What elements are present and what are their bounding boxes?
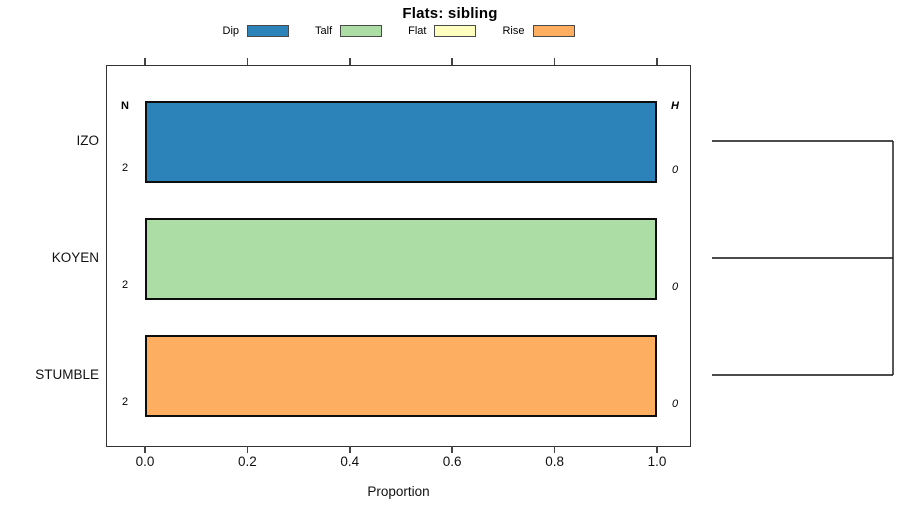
bar-stumble (145, 335, 657, 417)
bar-izo (145, 101, 657, 183)
category-label-koyen: KOYEN (51, 250, 99, 265)
dendrogram-branches (712, 140, 894, 376)
row-n-value: 2 (121, 162, 129, 174)
legend-swatch-talf (340, 25, 383, 37)
category-label-izo: IZO (76, 133, 100, 148)
legend-swatch-dip (247, 25, 290, 37)
legend-swatch-flat (434, 25, 477, 37)
legend-item-talf: Talf (315, 25, 383, 37)
legend-item-flat: Flat (408, 25, 477, 37)
category-label-stumble: STUMBLE (35, 367, 99, 382)
x-tick-bottom (349, 446, 351, 453)
row-n-value: 2 (121, 396, 129, 408)
x-tick-bottom (246, 446, 249, 453)
legend: Dip Talf Flat Rise (106, 25, 691, 37)
row-h-value: 0 (671, 164, 679, 176)
row-h-value: 0 (671, 281, 679, 293)
plot-area: 0.0 0.2 0.4 0.6 0.8 1.0 N H 2 0 2 0 2 0 (106, 57, 691, 469)
x-tick-label: 0.4 (340, 454, 360, 469)
chart-title: Flats: sibling (402, 5, 498, 22)
legend-item-rise: Rise (502, 25, 575, 37)
legend-label: Talf (315, 25, 333, 37)
x-tick-bottom (656, 446, 658, 453)
x-tick-bottom (144, 446, 146, 453)
legend-item-dip: Dip (223, 25, 290, 37)
legend-label: Dip (222, 25, 240, 37)
legend-label: Flat (408, 25, 427, 37)
x-tick-label: 0.2 (238, 454, 257, 469)
legend-label: Rise (502, 25, 525, 37)
row-n-value: 2 (121, 279, 129, 291)
x-tick-top (246, 57, 249, 65)
legend-swatch-rise (532, 25, 575, 37)
x-tick-top (451, 57, 453, 65)
x-axis-title: Proportion (367, 484, 430, 499)
column-header-h: H (671, 100, 679, 112)
column-header-n: N (121, 100, 129, 112)
x-tick-label: 0.0 (135, 454, 155, 469)
x-tick-bottom (553, 446, 556, 453)
x-tick-label: 0.8 (545, 454, 564, 469)
row-h-value: 0 (671, 398, 679, 410)
x-tick-top (553, 57, 556, 65)
x-tick-label: 0.6 (442, 454, 462, 469)
bar-koyen (145, 218, 657, 300)
x-tick-top (349, 57, 351, 65)
x-tick-bottom (451, 446, 453, 453)
x-tick-label: 1.0 (647, 454, 667, 469)
x-tick-top (144, 57, 146, 65)
x-tick-top (656, 57, 658, 65)
